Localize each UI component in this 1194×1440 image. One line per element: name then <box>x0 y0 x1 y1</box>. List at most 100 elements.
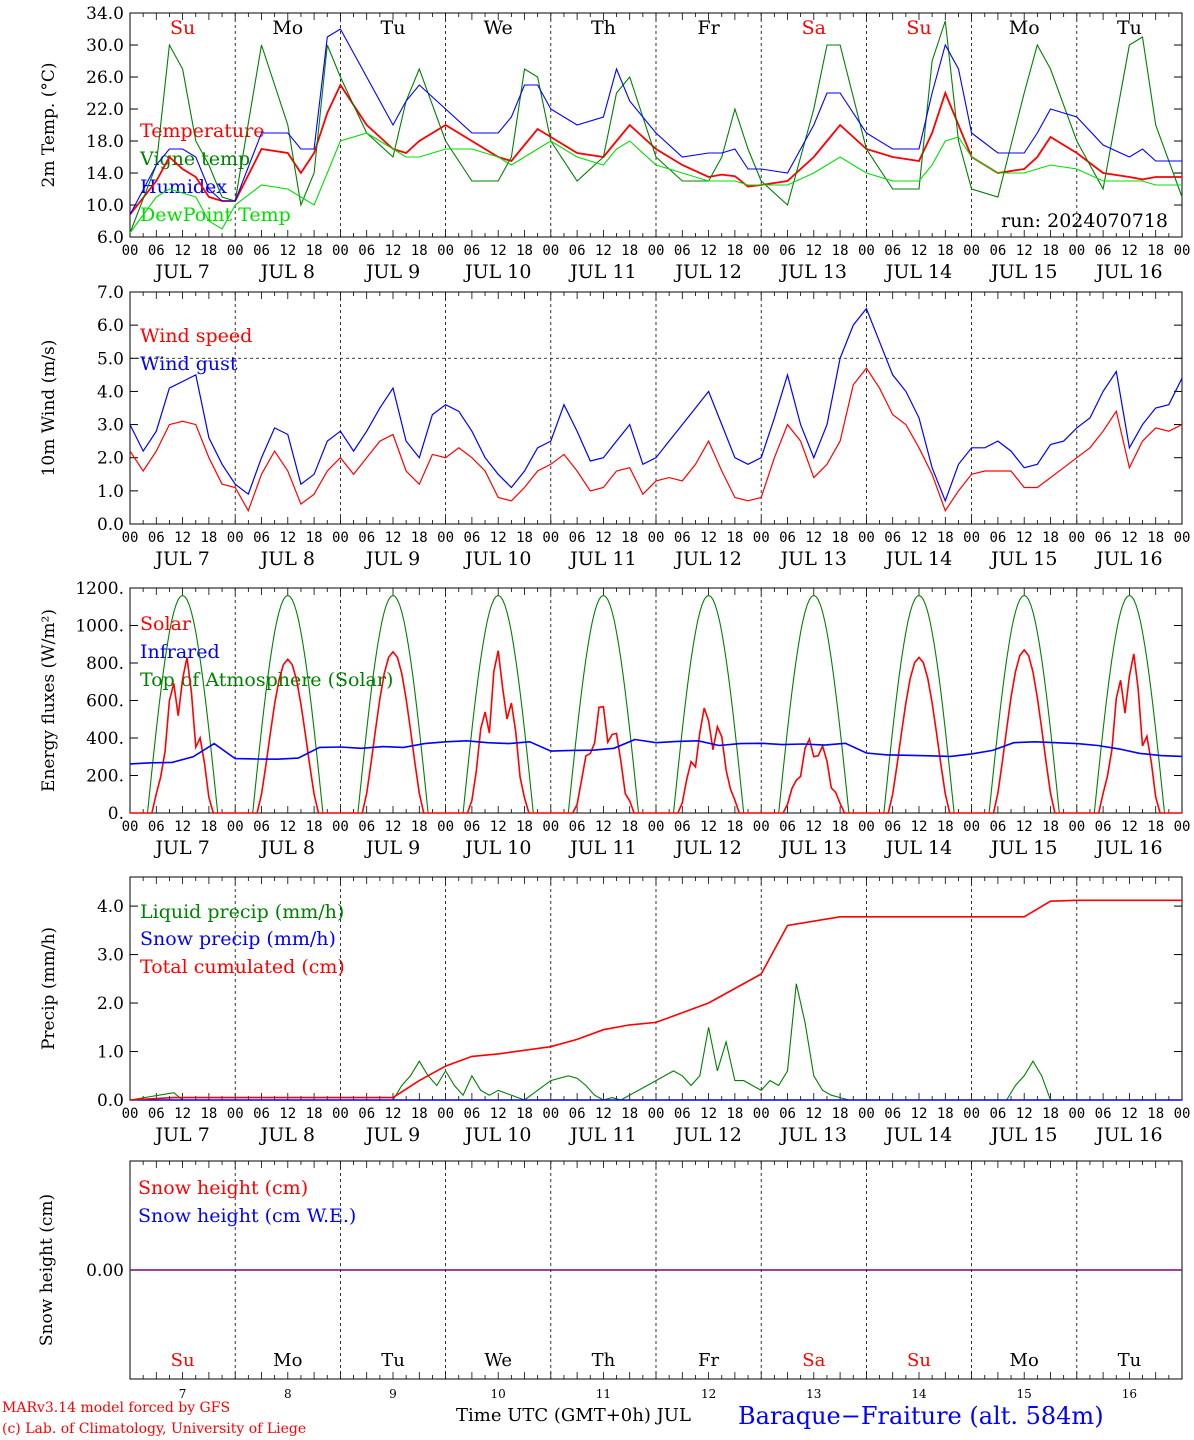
y-tick-label: 1.0 <box>97 482 124 502</box>
hour-tick-label: 00 <box>437 530 454 546</box>
hour-tick-label: 12 <box>911 530 928 546</box>
hour-tick-label: 06 <box>569 1106 586 1122</box>
hour-tick-label: 18 <box>411 1106 428 1122</box>
legend-entry: Wind gust <box>140 353 238 375</box>
hour-tick-label: 06 <box>884 1106 901 1122</box>
hour-tick-label: 00 <box>1068 243 1085 259</box>
hour-tick-label: 12 <box>279 243 296 259</box>
hour-tick-label: 18 <box>516 530 533 546</box>
date-label: JUL 8 <box>259 548 315 570</box>
date-label: JUL 14 <box>884 837 952 859</box>
y-axis-label: Energy fluxes (W/m²) <box>39 609 59 792</box>
hour-tick-label: 12 <box>1121 530 1138 546</box>
hour-tick-label: 06 <box>884 819 901 835</box>
hour-tick-label: 18 <box>1042 243 1059 259</box>
y-tick-label: 30.0 <box>86 36 124 56</box>
hour-tick-label: 00 <box>1068 530 1085 546</box>
legend-entry: Liquid precip (mm/h) <box>140 901 344 923</box>
hour-tick-label: 18 <box>1147 819 1164 835</box>
hour-tick-label: 12 <box>279 530 296 546</box>
hour-tick-label: 18 <box>937 819 954 835</box>
y-tick-label: 400. <box>86 729 124 749</box>
hour-tick-label: 00 <box>227 243 244 259</box>
hour-tick-label: 06 <box>463 530 480 546</box>
date-label: JUL 16 <box>1094 837 1162 859</box>
hour-tick-label: 00 <box>1174 530 1191 546</box>
weekday-label: Fr <box>697 17 720 39</box>
hour-tick-label: 18 <box>1147 1106 1164 1122</box>
day-number: 15 <box>1017 1387 1032 1401</box>
hour-tick-label: 18 <box>726 819 743 835</box>
date-label: JUL 9 <box>364 837 420 859</box>
hour-tick-label: 12 <box>595 530 612 546</box>
weekday-label: Mo <box>273 1350 302 1371</box>
y-axis-label: Precip (mm/h) <box>39 927 59 1050</box>
hour-tick-label: 12 <box>911 243 928 259</box>
y-tick-label: 600. <box>86 692 124 712</box>
hour-tick-label: 00 <box>858 819 875 835</box>
hour-tick-label: 00 <box>753 1106 770 1122</box>
hour-tick-label: 12 <box>490 1106 507 1122</box>
day-number: 16 <box>1122 1387 1137 1401</box>
date-label: JUL 7 <box>153 548 209 570</box>
hour-tick-label: 12 <box>490 243 507 259</box>
hour-tick-label: 12 <box>385 819 402 835</box>
hour-tick-label: 18 <box>621 819 638 835</box>
hour-tick-label: 00 <box>753 819 770 835</box>
hour-tick-label: 18 <box>306 1106 323 1122</box>
hour-tick-label: 18 <box>516 819 533 835</box>
legend-entry: Snow height (cm) <box>138 1177 308 1199</box>
run-annotation: run: 2024070718 <box>1001 210 1168 232</box>
hour-tick-label: 06 <box>674 530 691 546</box>
hour-tick-label: 06 <box>148 530 165 546</box>
hour-tick-label: 12 <box>174 243 191 259</box>
hour-tick-label: 06 <box>884 243 901 259</box>
hour-tick-label: 12 <box>595 819 612 835</box>
weekday-label: Su <box>171 1350 195 1371</box>
y-tick-label: 5.0 <box>97 349 124 369</box>
hour-tick-label: 06 <box>358 1106 375 1122</box>
hour-tick-label: 12 <box>700 1106 717 1122</box>
date-label: JUL 16 <box>1094 548 1162 570</box>
y-tick-label: 4.0 <box>97 897 124 917</box>
weekday-label: Mo <box>272 17 303 39</box>
hour-tick-label: 00 <box>963 243 980 259</box>
hour-tick-label: 06 <box>989 530 1006 546</box>
hour-tick-label: 12 <box>1016 530 1033 546</box>
date-label: JUL 10 <box>463 548 531 570</box>
series-line <box>129 738 1183 765</box>
weekday-label: We <box>484 1350 512 1371</box>
date-label: JUL 15 <box>989 837 1057 859</box>
hour-tick-label: 00 <box>648 1106 665 1122</box>
hour-tick-label: 18 <box>621 1106 638 1122</box>
hour-tick-label: 00 <box>542 530 559 546</box>
hour-tick-label: 06 <box>779 819 796 835</box>
y-tick-label: 7.0 <box>97 283 124 303</box>
hour-tick-label: 00 <box>332 243 349 259</box>
day-number: 7 <box>179 1387 187 1401</box>
hour-tick-label: 12 <box>174 530 191 546</box>
date-label: JUL 13 <box>779 1124 847 1146</box>
hour-tick-label: 18 <box>937 243 954 259</box>
date-label: JUL 15 <box>989 261 1057 283</box>
hour-tick-label: 06 <box>358 243 375 259</box>
hour-tick-label: 18 <box>411 530 428 546</box>
series-line <box>130 648 1182 814</box>
weekday-label: Fr <box>698 1350 719 1371</box>
y-tick-label: 0. <box>108 804 124 824</box>
date-label: JUL 11 <box>568 1124 636 1146</box>
hour-tick-label: 18 <box>516 243 533 259</box>
legend-entry: Vigne temp <box>139 148 250 170</box>
weekday-label: Su <box>906 17 931 39</box>
hour-tick-label: 06 <box>1095 819 1112 835</box>
weekday-label: We <box>484 17 513 39</box>
weekday-label: Tu <box>381 1350 405 1371</box>
hour-tick-label: 00 <box>858 1106 875 1122</box>
hour-tick-label: 00 <box>1174 1106 1191 1122</box>
weekday-label: Tu <box>381 17 406 39</box>
hour-tick-label: 00 <box>332 1106 349 1122</box>
hour-tick-label: 00 <box>227 819 244 835</box>
date-label: JUL 11 <box>568 837 636 859</box>
hour-tick-label: 18 <box>832 530 849 546</box>
